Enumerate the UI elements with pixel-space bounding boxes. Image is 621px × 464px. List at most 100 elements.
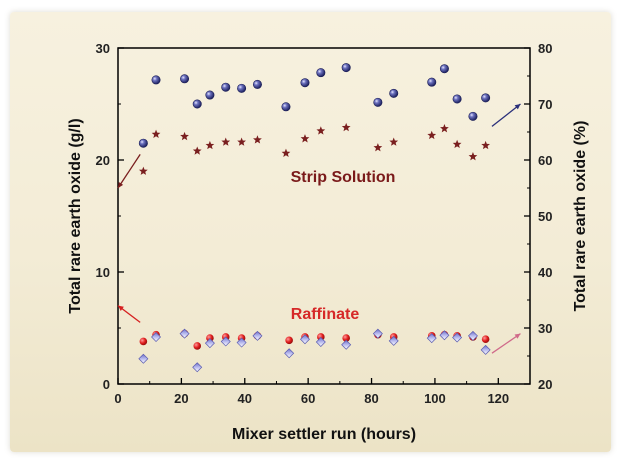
x-tick-label: 120	[487, 391, 509, 406]
right-y-axis-title: Total rare earth oxide (%)	[572, 121, 589, 312]
strip-percent-point	[373, 97, 383, 107]
strip-percent-point	[316, 68, 326, 78]
strip-percent-point	[281, 102, 291, 112]
x-tick-label: 100	[424, 391, 446, 406]
pointer-arrow-head	[118, 182, 124, 188]
raffinate-gl-point	[193, 342, 202, 350]
raffinate-percent-point	[426, 333, 437, 344]
raffinate-gl-point	[342, 334, 350, 342]
raffinate-percent-point	[284, 348, 295, 359]
strip-gl-point	[481, 140, 491, 150]
strip-gl-point	[468, 152, 478, 161]
raffinate-percent-point	[138, 353, 149, 364]
strip-gl-point	[180, 131, 189, 141]
strip-gl-point	[281, 148, 291, 157]
strip-gl-point	[427, 130, 437, 140]
x-tick-label: 40	[238, 391, 252, 406]
strip-gl-point	[300, 134, 310, 143]
strip-gl-point	[452, 139, 462, 149]
right-y-tick-label: 60	[538, 153, 552, 168]
strip-percent-point	[205, 90, 215, 100]
raffinate-percent-point	[315, 337, 326, 347]
strip-percent-point	[221, 82, 231, 92]
pointer-arrow-line	[491, 103, 521, 127]
raffinate-percent-point	[388, 335, 399, 346]
strip-gl-point	[341, 122, 351, 132]
raffinate-gl-point	[481, 335, 490, 344]
left-y-tick-label: 30	[96, 41, 110, 56]
strip-percent-point	[389, 88, 399, 98]
right-y-tick-label: 50	[538, 209, 552, 224]
strip-gl-point	[373, 143, 383, 152]
pointer-arrow-line	[491, 333, 521, 354]
raffinate-percent-point	[480, 344, 491, 355]
raffinate-gl-point	[317, 333, 325, 341]
right-y-tick-label: 20	[538, 377, 552, 392]
strip-percent-point	[252, 79, 262, 89]
strip-gl-point	[205, 140, 215, 150]
strip-gl-point	[389, 137, 399, 146]
strip-gl-point	[237, 137, 246, 146]
strip-solution-label: Strip Solution	[291, 169, 396, 186]
pointer-arrow-head	[118, 305, 124, 311]
raffinate-percent-point	[179, 328, 190, 339]
raffinate-percent-point	[236, 337, 247, 348]
raffinate-percent-point	[299, 334, 310, 345]
strip-percent-point	[439, 64, 449, 74]
raffinate-percent-point	[192, 362, 203, 373]
strip-gl-point	[192, 146, 202, 155]
right-y-tick-label: 70	[538, 97, 552, 112]
strip-percent-point	[468, 111, 478, 121]
strip-gl-point	[221, 137, 231, 146]
right-y-tick-label: 30	[538, 321, 552, 336]
left-y-axis-title: Total rare earth oxide (g/l)	[67, 118, 84, 313]
strip-percent-point	[341, 63, 351, 73]
raffinate-percent-point	[220, 336, 231, 347]
strip-percent-point	[300, 78, 310, 88]
raffinate-gl-point	[139, 337, 148, 346]
strip-percent-point	[192, 99, 202, 109]
raffinate-gl-point	[206, 334, 214, 342]
strip-percent-point	[427, 77, 437, 87]
x-tick-label: 80	[364, 391, 378, 406]
left-y-axis: 0 10 20 30	[96, 41, 124, 392]
raffinate-percent-point	[151, 331, 162, 342]
strip-gl-point	[151, 129, 161, 138]
pointer-arrow-head	[514, 333, 521, 339]
pointer-arrows	[117, 103, 521, 354]
raffinate-percent-point	[341, 339, 352, 350]
strip-gl-point	[138, 166, 148, 175]
left-y-tick-label: 10	[96, 265, 110, 280]
left-y-tick-label: 20	[96, 153, 110, 168]
raffinate-percent-point	[204, 338, 215, 349]
strip-percent-point	[481, 93, 491, 103]
right-y-tick-label: 40	[538, 265, 552, 280]
strip-gl-point	[253, 135, 262, 144]
strip-percent-point	[138, 138, 148, 148]
data-points	[138, 63, 491, 373]
raffinate-percent-point	[439, 330, 450, 341]
raffinate-label: Raffinate	[291, 306, 360, 323]
raffinate-percent-point	[252, 330, 263, 341]
x-axis: 0 20 40 60 80 100 120	[114, 378, 509, 406]
strip-gl-point	[440, 124, 449, 133]
strip-percent-point	[180, 74, 190, 84]
strip-percent-point	[452, 94, 462, 104]
pointer-arrow-head	[514, 104, 521, 110]
strip-gl-point	[316, 126, 326, 135]
pointer-arrow-line	[117, 154, 141, 189]
raffinate-percent-point	[452, 332, 463, 343]
chart-background	[10, 12, 611, 452]
x-axis-title: Mixer settler run (hours)	[232, 426, 416, 443]
right-y-tick-label: 80	[538, 41, 552, 56]
raffinate-gl-point	[285, 336, 293, 345]
x-tick-label: 60	[301, 391, 315, 406]
x-tick-label: 20	[174, 391, 188, 406]
raffinate-percent-point	[372, 328, 383, 339]
right-y-axis: 20 30 40 50 60 70 80	[524, 41, 552, 392]
raffinate-percent-point	[467, 330, 478, 341]
strip-percent-point	[237, 83, 247, 93]
strip-percent-point	[151, 75, 161, 85]
